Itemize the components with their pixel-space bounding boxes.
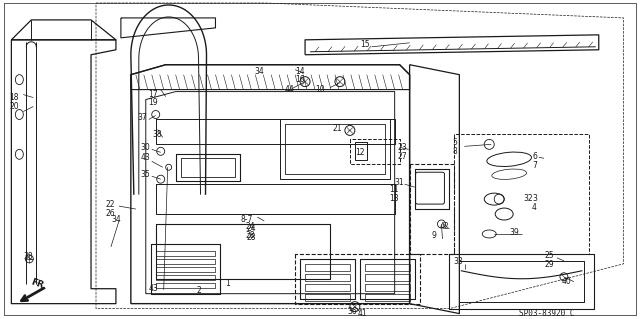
Text: 37: 37 bbox=[138, 113, 148, 122]
Text: 24: 24 bbox=[246, 225, 256, 234]
Text: SP03-83920 C: SP03-83920 C bbox=[519, 309, 575, 318]
Text: 26: 26 bbox=[106, 209, 116, 218]
Text: 9: 9 bbox=[431, 232, 436, 241]
Text: 18: 18 bbox=[10, 93, 19, 102]
Text: 21: 21 bbox=[333, 124, 342, 133]
Text: 28: 28 bbox=[245, 232, 255, 241]
Text: 38: 38 bbox=[153, 130, 163, 139]
Text: 39: 39 bbox=[509, 228, 519, 237]
Text: 27: 27 bbox=[397, 152, 407, 161]
Text: 41: 41 bbox=[358, 309, 367, 318]
Text: 32: 32 bbox=[523, 194, 532, 203]
Text: 43: 43 bbox=[141, 153, 150, 162]
Text: 20: 20 bbox=[10, 102, 19, 111]
Text: 14: 14 bbox=[295, 67, 305, 76]
Text: 8: 8 bbox=[452, 147, 457, 156]
Text: 12: 12 bbox=[355, 148, 364, 157]
Text: 11: 11 bbox=[390, 185, 399, 194]
Text: 40: 40 bbox=[562, 277, 572, 286]
Text: 29: 29 bbox=[545, 260, 555, 269]
Text: 10: 10 bbox=[315, 85, 324, 94]
Text: 25: 25 bbox=[545, 251, 555, 260]
Text: 3: 3 bbox=[532, 194, 537, 203]
Text: 16: 16 bbox=[295, 75, 305, 84]
Text: 33: 33 bbox=[453, 257, 463, 266]
Text: 1: 1 bbox=[225, 279, 230, 288]
Text: 35: 35 bbox=[141, 170, 150, 179]
Text: 28: 28 bbox=[246, 234, 256, 242]
Text: 2: 2 bbox=[196, 286, 202, 295]
Text: 8-7: 8-7 bbox=[241, 214, 253, 224]
Text: 34: 34 bbox=[254, 67, 264, 76]
Text: 6: 6 bbox=[532, 152, 537, 161]
Text: 44: 44 bbox=[284, 85, 294, 94]
Text: 34: 34 bbox=[111, 214, 121, 224]
Text: 22: 22 bbox=[106, 200, 115, 209]
Text: FR.: FR. bbox=[29, 278, 48, 292]
Text: 43: 43 bbox=[148, 284, 159, 293]
Text: 31: 31 bbox=[395, 178, 404, 187]
Text: 5: 5 bbox=[452, 138, 458, 147]
Text: 30: 30 bbox=[141, 143, 150, 152]
Text: 23: 23 bbox=[397, 143, 407, 152]
Text: 13: 13 bbox=[390, 194, 399, 203]
Bar bbox=[355, 142, 367, 160]
Text: 42: 42 bbox=[440, 222, 449, 232]
Text: 24: 24 bbox=[245, 222, 255, 232]
Text: 17: 17 bbox=[148, 90, 157, 99]
Text: 4: 4 bbox=[532, 203, 537, 211]
Text: 15: 15 bbox=[360, 40, 369, 49]
Text: 36: 36 bbox=[348, 307, 358, 316]
Text: 7: 7 bbox=[532, 161, 537, 170]
Text: 19: 19 bbox=[148, 98, 157, 107]
Text: 38: 38 bbox=[23, 252, 33, 261]
